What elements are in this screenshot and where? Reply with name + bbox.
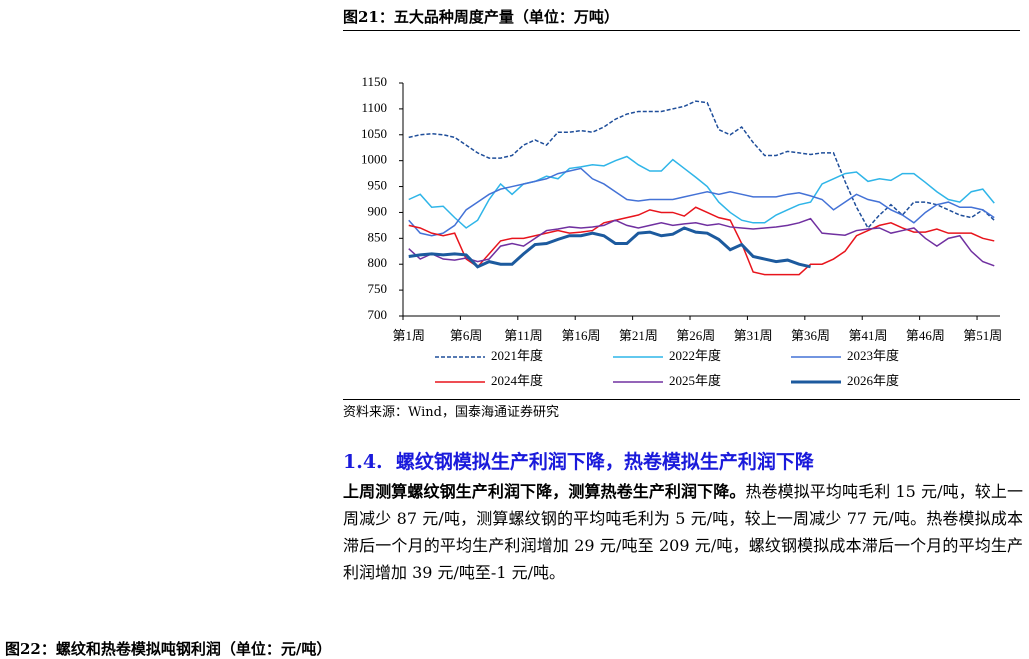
legend-label: 2021年度 xyxy=(491,348,543,363)
chart: 700 750 800 850 900 950 1000 1050 1100 1150 第1周 第6周… xyxy=(361,74,1002,388)
paragraph: 上周测算螺纹钢生产利润下降，测算热卷生产利润下降。热卷模拟平均吨毛利 15 元/… xyxy=(343,478,1023,586)
legend-label: 2025年度 xyxy=(669,373,721,388)
x-tick-label: 第41周 xyxy=(848,328,887,343)
series-line xyxy=(408,100,995,230)
x-tick-label: 第16周 xyxy=(561,328,600,343)
legend-label: 2023年度 xyxy=(847,348,899,363)
y-tick-label: 850 xyxy=(368,229,388,244)
y-tick-label: 1050 xyxy=(361,126,387,141)
y-tick-label: 1150 xyxy=(361,74,387,89)
x-tick-label: 第36周 xyxy=(791,328,830,343)
section-number: 1.4. xyxy=(343,451,383,473)
x-tick-label: 第21周 xyxy=(619,328,658,343)
x-tick-label: 第6周 xyxy=(450,328,483,343)
x-tick-label: 第11周 xyxy=(504,328,543,343)
y-tick-label: 900 xyxy=(368,203,388,218)
x-tick-label: 第1周 xyxy=(392,328,425,343)
series-line xyxy=(408,206,995,276)
x-tick-label: 第51周 xyxy=(963,328,1002,343)
figure-title: 图21：五大品种周度产量（单位：万吨） xyxy=(343,6,1020,31)
x-tick-label: 第26周 xyxy=(676,328,715,343)
next-figure-title: 图22：螺纹和热卷模拟吨钢利润（单位：元/吨） xyxy=(5,640,332,658)
y-tick-label: 800 xyxy=(368,255,388,270)
y-tick-label: 950 xyxy=(368,178,388,193)
series-line xyxy=(408,167,995,237)
paragraph-lead: 上周测算螺纹钢生产利润下降，测算热卷生产利润下降。 xyxy=(343,482,746,501)
series-line xyxy=(408,155,995,229)
legend-label: 2022年度 xyxy=(669,348,721,363)
section-title: 螺纹钢模拟生产利润下降，热卷模拟生产利润下降 xyxy=(395,451,814,473)
y-tick-label: 700 xyxy=(368,307,388,322)
y-tick-label: 750 xyxy=(368,281,388,296)
legend-label: 2024年度 xyxy=(491,373,543,388)
legend-label: 2026年度 xyxy=(847,373,899,388)
series-line xyxy=(408,226,811,269)
source: 资料来源：Wind，国泰海通证券研究 xyxy=(343,399,1020,420)
y-tick-label: 1100 xyxy=(361,100,387,115)
section-heading: 1.4. 螺纹钢模拟生产利润下降，热卷模拟生产利润下降 xyxy=(343,447,814,474)
paragraph-body: 热卷模拟平均吨毛利 15 元/吨，较上一周减少 87 元/吨，测算螺纹钢的平均吨… xyxy=(343,482,1023,582)
x-tick-label: 第46周 xyxy=(906,328,945,343)
y-tick-label: 1000 xyxy=(361,152,387,167)
x-tick-label: 第31周 xyxy=(734,328,773,343)
series-line xyxy=(408,217,995,267)
